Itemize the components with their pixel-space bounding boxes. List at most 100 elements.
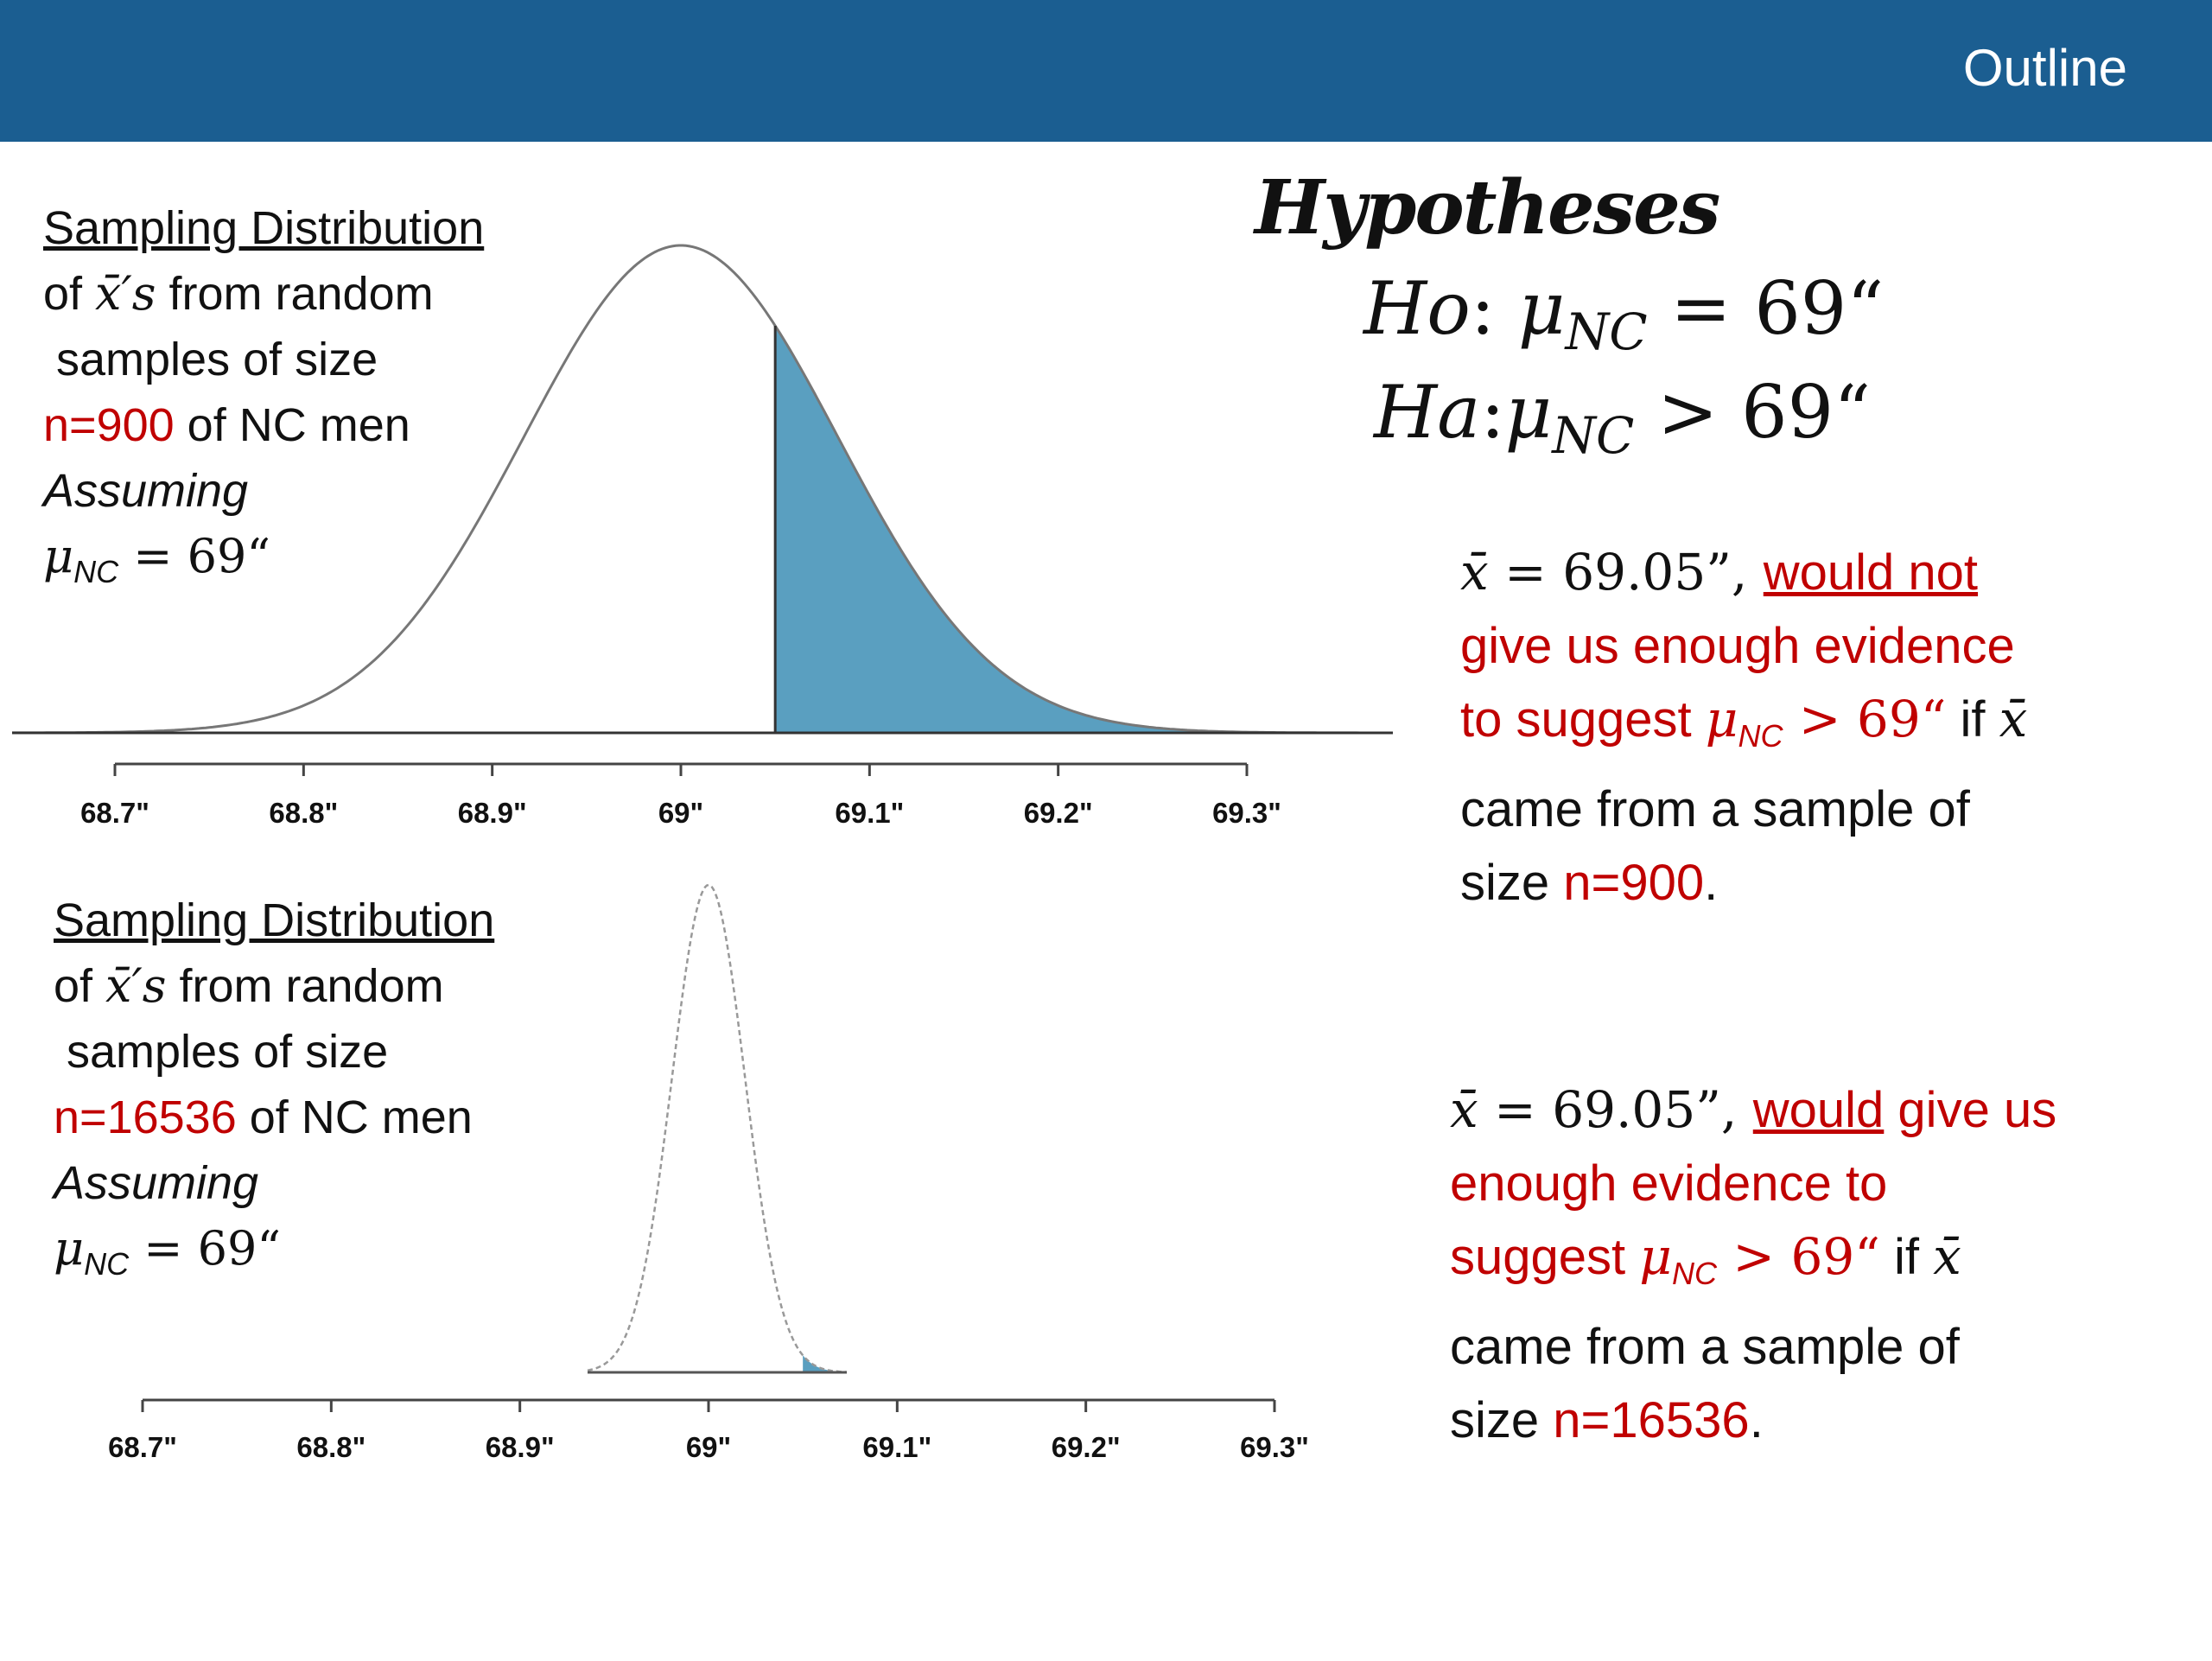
alternative-hypothesis: Ha:μNC > 69“ <box>1374 370 1871 465</box>
text: . <box>1749 1392 1764 1448</box>
text: size <box>1460 855 1564 911</box>
ha-label: Ha <box>1374 370 1481 455</box>
mu-subscript: NC <box>1671 1256 1717 1291</box>
text: suggest <box>1450 1229 1640 1285</box>
conclusion-top-line3: to suggest μNC > 69“ if x̄ <box>1460 683 2027 773</box>
tick-label: 69" <box>658 797 703 829</box>
text: = 69“ <box>1647 266 1885 351</box>
conclusion-bottom-line2: enough evidence to <box>1450 1155 1888 1212</box>
top-line2: of x̄′s from random <box>43 261 484 327</box>
xbar-symbol: x̄′s <box>95 266 156 321</box>
tick-label: 69.1" <box>835 797 904 829</box>
conclusion-top: x̄ = 69.05”, would not give us enough ev… <box>1460 536 2027 920</box>
text: > 69“ <box>1634 370 1872 455</box>
text: of <box>54 960 106 1012</box>
top-assuming: Assuming <box>43 465 249 517</box>
bottom-shaded-tail <box>803 1355 847 1372</box>
would-text: would <box>1752 1082 1885 1138</box>
text: > 69“ <box>1716 1227 1880 1286</box>
top-line4: n=900 of NC men <box>43 392 484 458</box>
conclusion-top-line4: came from a sample of <box>1460 781 1970 837</box>
bottom-distribution-chart: 68.7" 68.8" 68.9" 69" 69.1" 69.2" 69.3" <box>108 883 1309 1463</box>
top-distribution-chart: 68.7" 68.8" 68.9" 69" 69.1" 69.2" 69.3" <box>12 244 1393 829</box>
bottom-x-axis: 68.7" 68.8" 68.9" 69" 69.1" 69.2" 69.3" <box>108 1398 1309 1463</box>
bottom-line3: samples of size <box>54 1026 389 1078</box>
mu-symbol: μ <box>1705 690 1738 748</box>
mu-symbol: μ <box>43 529 74 583</box>
xbar-symbol: x̄ <box>1450 1080 1478 1139</box>
text: of NC men <box>174 399 410 451</box>
text: of NC men <box>236 1091 473 1143</box>
null-hypothesis: Ho: μNC = 69“ <box>1363 266 1884 361</box>
text: if <box>1879 1229 1934 1285</box>
conclusion-top-line5: size n=900. <box>1460 846 2027 920</box>
mu-symbol: μ <box>54 1221 85 1276</box>
bottom-density-curve <box>587 883 848 1373</box>
bottom-assuming: Assuming <box>54 1157 259 1209</box>
top-x-axis: 68.7" 68.8" 68.9" 69" 69.1" 69.2" 69.3" <box>80 762 1281 829</box>
mu-symbol: μ <box>1517 266 1566 351</box>
tick-label: 68.9" <box>486 1431 555 1463</box>
top-density-curve <box>12 244 1391 735</box>
text: : <box>1480 370 1505 455</box>
tick-label: 69.1" <box>862 1431 931 1463</box>
bottom-n-value: n=16536 <box>54 1091 237 1143</box>
top-shaded-tail <box>775 326 1393 733</box>
text: if <box>1946 691 1999 748</box>
mu-symbol: μ <box>1639 1227 1672 1286</box>
top-n-value: n=900 <box>43 399 175 451</box>
mu-subscript: NC <box>1738 718 1783 754</box>
bottom-mu-assumption: μNC = 69“ <box>54 1216 494 1297</box>
conclusion-bottom-line5: size n=16536. <box>1450 1384 2056 1457</box>
tick-label: 69.2" <box>1024 797 1093 829</box>
tick-label: 68.9" <box>458 797 527 829</box>
bottom-line2: of x̄′s from random <box>54 953 494 1019</box>
text: to suggest <box>1460 691 1706 748</box>
text: > 69“ <box>1783 690 1947 748</box>
mu-subscript: NC <box>1552 406 1635 465</box>
xbar-symbol: x̄′s <box>105 958 167 1013</box>
text: size <box>1450 1392 1554 1448</box>
tick-label: 68.7" <box>108 1431 177 1463</box>
tick-label: 68.7" <box>80 797 149 829</box>
would-not-text: would not <box>1763 544 1979 601</box>
conclusion-top-line1: x̄ = 69.05”, would not <box>1460 536 2027 609</box>
tick-label: 69.2" <box>1052 1431 1121 1463</box>
h0-label: Ho <box>1363 266 1471 351</box>
text: from random <box>156 268 434 320</box>
mu-symbol: μ <box>1504 370 1553 455</box>
xbar-symbol: x̄ <box>1460 543 1489 601</box>
text: : <box>1470 266 1518 351</box>
text: = 69“ <box>118 529 271 583</box>
bottom-distribution-label: Sampling Distribution of x̄′s from rando… <box>54 888 494 1297</box>
bottom-heading: Sampling Distribution <box>54 894 495 946</box>
text: from random <box>166 960 444 1012</box>
header-bar: Outline <box>0 0 2212 142</box>
top-line3: samples of size <box>43 334 378 385</box>
text: of <box>43 268 96 320</box>
conclusion-bottom-line3: suggest μNC > 69“ if x̄ <box>1450 1220 2056 1310</box>
conclusion-bottom: x̄ = 69.05”, would give us enough eviden… <box>1450 1073 2056 1457</box>
mu-subscript: NC <box>73 554 119 589</box>
tick-label: 69.3" <box>1212 797 1281 829</box>
mu-subscript: NC <box>1565 302 1648 361</box>
xbar-symbol: x̄ <box>1999 690 2028 748</box>
tick-label: 68.8" <box>269 797 338 829</box>
text: . <box>1704 855 1719 911</box>
text: = 69.05”, <box>1478 1080 1753 1139</box>
text: = 69“ <box>129 1221 282 1276</box>
bottom-line4: n=16536 of NC men <box>54 1085 494 1150</box>
conclusion-bottom-line1: x̄ = 69.05”, would give us <box>1450 1073 2056 1147</box>
text: = 69.05”, <box>1488 543 1764 601</box>
hypotheses-title: Hypotheses <box>1255 164 1720 251</box>
outline-link[interactable]: Outline <box>1962 39 2127 97</box>
n-value: n=16536 <box>1553 1392 1750 1448</box>
tick-label: 69" <box>686 1431 731 1463</box>
top-distribution-label: Sampling Distribution of x̄′s from rando… <box>43 195 484 605</box>
conclusion-bottom-line4: came from a sample of <box>1450 1319 1960 1375</box>
text: give us <box>1884 1082 2057 1138</box>
tick-label: 69.3" <box>1240 1431 1309 1463</box>
mu-subscript: NC <box>84 1246 130 1282</box>
conclusion-top-line2: give us enough evidence <box>1460 618 2015 674</box>
